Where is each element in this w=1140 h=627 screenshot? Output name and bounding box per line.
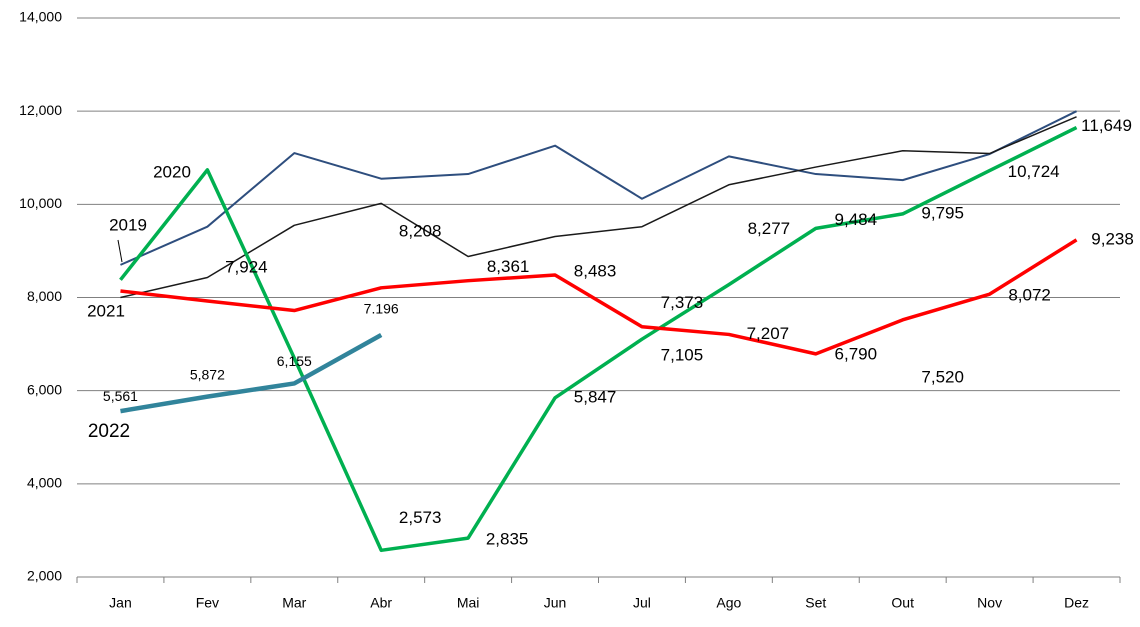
x-tick-label: Jan: [109, 595, 132, 611]
data-label: 9,484: [835, 210, 878, 229]
x-tick-label: Ago: [716, 595, 741, 611]
data-label: 8,277: [748, 219, 791, 238]
y-tick-label: 6,000: [27, 381, 62, 397]
x-tick-label: Out: [891, 595, 914, 611]
data-label: 2,835: [486, 530, 529, 549]
y-tick-label: 4,000: [27, 475, 62, 491]
data-label: 7,105: [661, 346, 704, 365]
data-label: 10,724: [1008, 162, 1060, 181]
series-line: [120, 238, 1078, 356]
data-label: 5,872: [190, 366, 225, 382]
data-label: 2,573: [399, 508, 442, 527]
data-label: 9,795: [921, 203, 964, 222]
y-tick-label: 2,000: [27, 568, 62, 584]
x-tick-label: Nov: [977, 595, 1002, 611]
data-label: 6,155: [277, 353, 312, 369]
series-label: 2021: [87, 301, 125, 320]
x-tick-label: Dez: [1064, 595, 1089, 611]
series-label: 2019: [109, 215, 147, 234]
series-line: [120, 332, 383, 414]
series-label: 2020: [153, 162, 191, 181]
data-label: 11,649: [1081, 116, 1132, 135]
data-label: 8,072: [1008, 286, 1051, 305]
data-label: 5,847: [574, 387, 617, 406]
data-label: 8,483: [574, 261, 617, 280]
x-tick-label: Jul: [633, 595, 651, 611]
x-tick-label: Abr: [370, 595, 392, 611]
y-tick-label: 10,000: [19, 195, 62, 211]
data-label: 9,238: [1091, 229, 1134, 248]
x-tick-label: Fev: [196, 595, 219, 611]
data-label: 8,208: [399, 221, 442, 240]
data-label: 5,561: [103, 388, 138, 404]
data-label: 8,361: [487, 257, 530, 276]
x-tick-label: Mai: [457, 595, 480, 611]
series-line: [120, 110, 1077, 266]
data-label: 6,790: [835, 344, 878, 363]
x-tick-label: Set: [805, 595, 826, 611]
series-line: [120, 116, 1077, 299]
data-label: 7,924: [225, 258, 268, 277]
data-label: 7,520: [921, 367, 964, 386]
y-tick-label: 12,000: [19, 102, 62, 118]
data-label: 7,373: [661, 293, 704, 312]
x-tick-label: Jun: [544, 595, 567, 611]
y-tick-label: 8,000: [27, 288, 62, 304]
label-pointer: [117, 239, 123, 263]
x-tick-label: Mar: [282, 595, 306, 611]
data-label: 7.196: [364, 301, 399, 317]
series-line: [119, 125, 1078, 553]
series-label: 2022: [88, 421, 130, 442]
y-tick-label: 14,000: [19, 9, 62, 25]
data-label: 7,207: [747, 324, 790, 343]
